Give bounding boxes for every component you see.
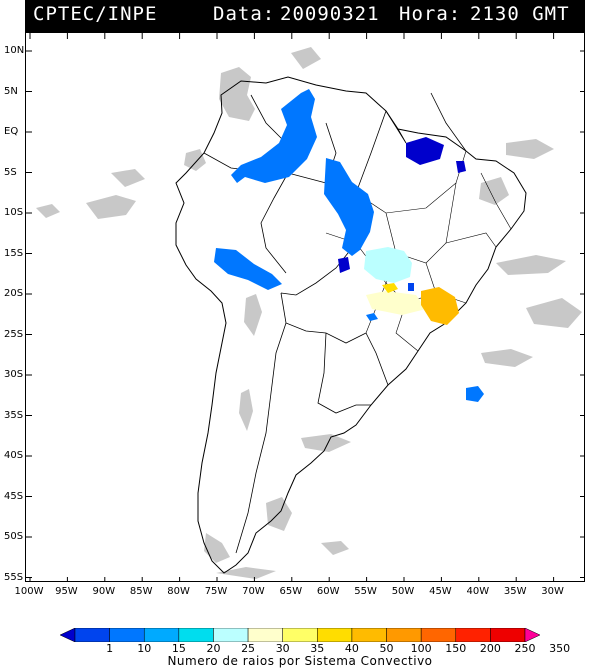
date-label: Data:: [213, 3, 276, 25]
lon-label: 50W: [391, 586, 415, 597]
lat-label: 5N: [4, 85, 18, 97]
legend-value: 200: [479, 642, 501, 655]
lon-label: 70W: [242, 586, 265, 597]
legend-value: 50: [379, 642, 394, 655]
lat-label: 25S: [4, 328, 24, 340]
lon-label: 90W: [92, 586, 116, 597]
source-label: CPTEC/INPE: [33, 3, 158, 25]
lon-label: 65W: [279, 586, 303, 597]
legend-value: 30: [275, 642, 290, 655]
time-value: 2130 GMT: [470, 3, 570, 25]
lon-label: 55W: [354, 586, 377, 597]
time-label: Hora:: [399, 3, 462, 25]
lon-label: 35W: [503, 586, 527, 597]
lon-label: 40W: [466, 586, 490, 597]
cloud-cover: [36, 47, 582, 579]
legend-caption: Numero de raios por Sistema Convectivo: [167, 654, 433, 668]
map-panel: [25, 32, 585, 582]
legend-value: 100: [410, 642, 432, 655]
lat-label: 10S: [4, 207, 24, 218]
lat-label: 40S: [4, 450, 24, 461]
legend-swatch: [109, 628, 145, 642]
legend-value: 15: [171, 642, 186, 655]
legend-value: 10: [137, 642, 152, 655]
legend-swatch: [143, 628, 180, 642]
frame-ticks: [26, 33, 584, 581]
legend-swatch: [317, 628, 353, 642]
legend-value: 350: [549, 642, 571, 655]
legend-swatch: [455, 628, 491, 642]
lat-label: EQ: [4, 126, 19, 137]
lon-label: 75W: [204, 586, 228, 597]
lon-label: 100W: [14, 586, 44, 597]
lat-label: 35S: [4, 409, 24, 421]
coastline: [175, 76, 527, 574]
lon-label: 85W: [129, 586, 153, 597]
legend-value: 150: [445, 642, 467, 655]
legend-swatch: [247, 628, 283, 642]
lat-label: 30S: [4, 369, 24, 380]
legend-value: 25: [241, 642, 256, 655]
legend-value: 250: [514, 642, 536, 655]
legend-swatch: [351, 628, 387, 642]
legend-swatch: [74, 628, 110, 642]
legend-swatch: [282, 628, 318, 642]
lon-label: 30W: [541, 586, 564, 597]
legend-swatch: [386, 628, 422, 642]
legend-swatch: [420, 628, 457, 642]
lat-label: 45S: [4, 490, 24, 502]
lat-label: 55S: [4, 571, 24, 583]
south-america-map: [26, 33, 584, 581]
legend-arrow-right: [524, 628, 540, 642]
convective-systems: [214, 89, 484, 402]
lon-label: 95W: [55, 586, 78, 597]
date-value: 20090321: [280, 3, 380, 25]
legend-arrow-left: [60, 628, 76, 642]
legend-value: 35: [310, 642, 325, 655]
lat-label: 15S: [4, 247, 24, 259]
lat-label: 10N: [4, 45, 25, 56]
legend-value: 1: [106, 642, 114, 655]
legend-value: 40: [344, 642, 359, 655]
map-header: CPTEC/INPE Data: 20090321 Hora: 2130 GMT: [25, 0, 585, 32]
legend-swatch: [213, 628, 249, 642]
lon-label: 45W: [429, 586, 452, 597]
lat-label: 20S: [4, 288, 24, 299]
lon-label: 60W: [316, 586, 340, 597]
lat-label: 5S: [4, 166, 17, 178]
lat-label: 50S: [4, 531, 24, 542]
legend-value: 20: [206, 642, 221, 655]
legend-swatch: [178, 628, 214, 642]
legend-colorbar: [60, 628, 540, 642]
legend-swatch: [490, 628, 526, 642]
lon-label: 80W: [167, 586, 190, 597]
